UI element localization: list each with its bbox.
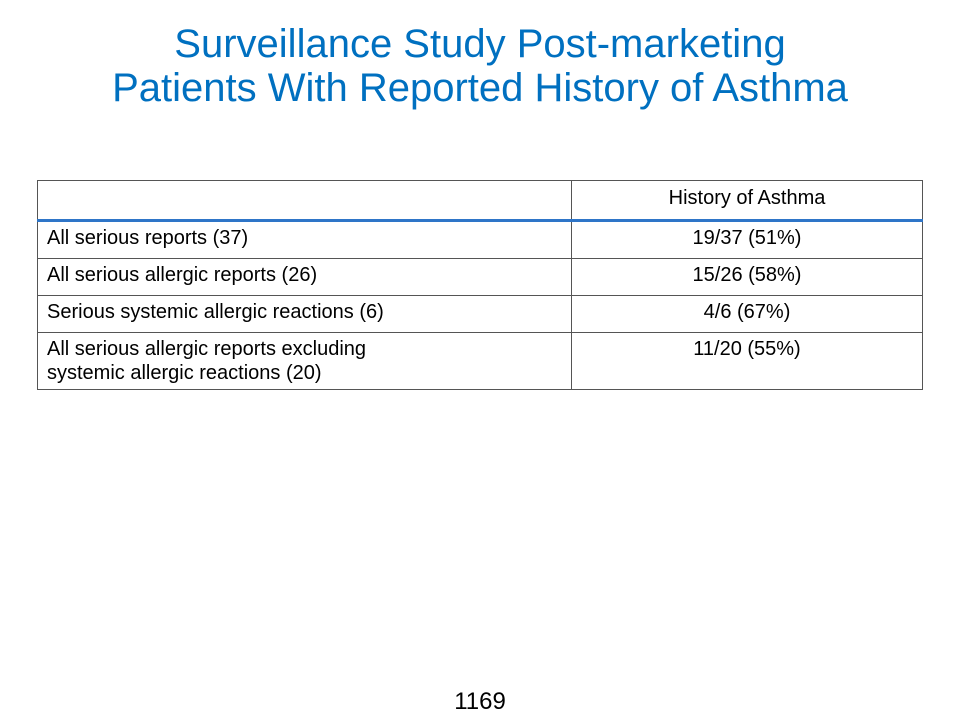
row-label-line-1: All serious allergic reports excluding bbox=[47, 338, 367, 360]
row-label: All serious reports (37) bbox=[37, 220, 572, 259]
header-history-of-asthma: History of Asthma bbox=[571, 180, 923, 222]
row-value: 15/26 (58%) bbox=[571, 258, 923, 296]
header-blank-cell bbox=[37, 180, 572, 222]
row-value: 4/6 (67%) bbox=[571, 295, 923, 333]
table-row: All serious reports (37) 19/37 (51%) bbox=[37, 220, 923, 259]
table-header-row: History of Asthma bbox=[37, 180, 923, 222]
row-label: All serious allergic reports excluding s… bbox=[37, 332, 572, 390]
table-row: All serious allergic reports (26) 15/26 … bbox=[37, 258, 923, 296]
row-label: All serious allergic reports (26) bbox=[37, 258, 572, 296]
slide-title-line-1: Surveillance Study Post-marketing bbox=[174, 22, 786, 66]
table-row: Serious systemic allergic reactions (6) … bbox=[37, 295, 923, 333]
row-value: 19/37 (51%) bbox=[571, 220, 923, 259]
slide-title-line-2: Patients With Reported History of Asthma bbox=[112, 66, 848, 110]
asthma-history-table: History of Asthma All serious reports (3… bbox=[37, 180, 923, 390]
row-label-line-2: systemic allergic reactions (20) bbox=[47, 362, 322, 384]
page-number: 1169 bbox=[454, 688, 506, 715]
table-row: All serious allergic reports excluding s… bbox=[37, 332, 923, 390]
row-value: 11/20 (55%) bbox=[571, 332, 923, 390]
row-label: Serious systemic allergic reactions (6) bbox=[37, 295, 572, 333]
slide-title: Surveillance Study Post-marketing Patien… bbox=[0, 22, 960, 110]
